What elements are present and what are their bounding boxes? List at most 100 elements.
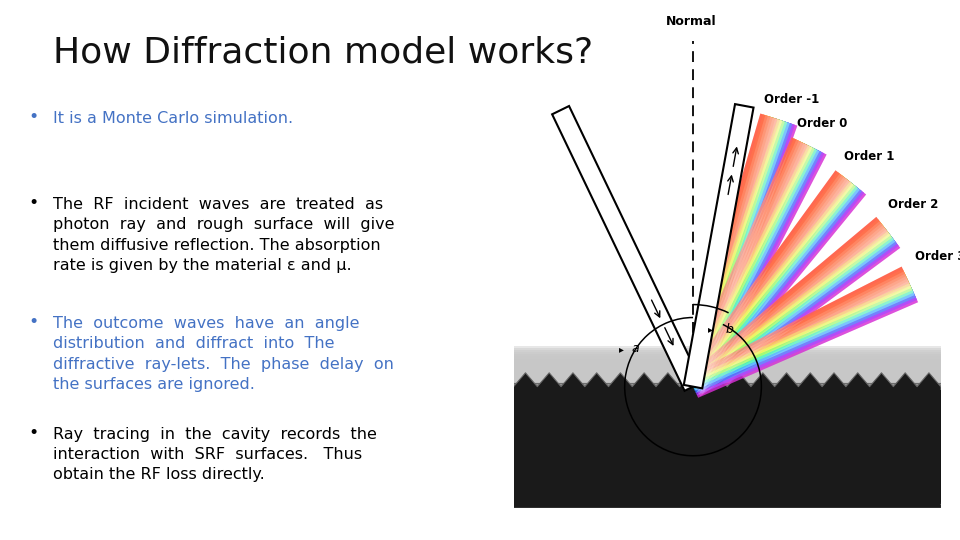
Polygon shape bbox=[699, 233, 900, 396]
Polygon shape bbox=[693, 227, 896, 390]
Polygon shape bbox=[694, 281, 916, 393]
Polygon shape bbox=[514, 462, 941, 503]
Polygon shape bbox=[514, 432, 941, 503]
Polygon shape bbox=[514, 420, 941, 502]
Polygon shape bbox=[514, 373, 941, 508]
Polygon shape bbox=[693, 227, 896, 390]
Polygon shape bbox=[514, 346, 941, 382]
Polygon shape bbox=[689, 141, 815, 386]
Polygon shape bbox=[699, 233, 900, 396]
Polygon shape bbox=[702, 120, 798, 390]
Polygon shape bbox=[514, 435, 941, 503]
Polygon shape bbox=[691, 142, 817, 387]
Polygon shape bbox=[684, 114, 780, 384]
Polygon shape bbox=[687, 219, 889, 382]
Polygon shape bbox=[514, 354, 941, 383]
Polygon shape bbox=[694, 118, 790, 388]
Polygon shape bbox=[684, 114, 780, 384]
Polygon shape bbox=[693, 279, 915, 390]
Polygon shape bbox=[682, 113, 778, 384]
Polygon shape bbox=[514, 504, 941, 508]
Polygon shape bbox=[514, 474, 941, 504]
Polygon shape bbox=[696, 284, 917, 395]
Polygon shape bbox=[689, 175, 856, 386]
Polygon shape bbox=[514, 498, 941, 504]
Polygon shape bbox=[692, 225, 894, 388]
Polygon shape bbox=[697, 232, 899, 394]
Polygon shape bbox=[700, 183, 866, 394]
Polygon shape bbox=[691, 117, 787, 387]
Polygon shape bbox=[514, 456, 941, 503]
Polygon shape bbox=[514, 489, 941, 504]
Polygon shape bbox=[701, 146, 827, 392]
Polygon shape bbox=[514, 468, 941, 504]
Polygon shape bbox=[694, 143, 820, 389]
Polygon shape bbox=[686, 140, 812, 385]
Polygon shape bbox=[514, 402, 941, 502]
Polygon shape bbox=[694, 118, 790, 388]
Polygon shape bbox=[514, 352, 941, 383]
Text: Order -1: Order -1 bbox=[764, 93, 819, 106]
Polygon shape bbox=[514, 405, 941, 502]
Polygon shape bbox=[688, 267, 909, 379]
Polygon shape bbox=[694, 178, 860, 389]
Polygon shape bbox=[699, 145, 825, 391]
Text: •: • bbox=[29, 313, 39, 331]
Polygon shape bbox=[699, 145, 825, 391]
Polygon shape bbox=[692, 276, 914, 388]
Polygon shape bbox=[683, 137, 807, 383]
Polygon shape bbox=[685, 217, 887, 380]
Polygon shape bbox=[514, 380, 941, 384]
Polygon shape bbox=[696, 180, 862, 391]
Polygon shape bbox=[697, 286, 918, 398]
Polygon shape bbox=[514, 459, 941, 503]
Polygon shape bbox=[689, 116, 785, 386]
Polygon shape bbox=[514, 414, 941, 502]
Polygon shape bbox=[687, 219, 889, 382]
Polygon shape bbox=[684, 170, 850, 381]
Polygon shape bbox=[689, 116, 785, 386]
Polygon shape bbox=[691, 274, 913, 386]
Polygon shape bbox=[514, 350, 941, 383]
Polygon shape bbox=[694, 178, 860, 389]
Polygon shape bbox=[688, 221, 891, 384]
Text: ▸: ▸ bbox=[619, 343, 624, 354]
Polygon shape bbox=[514, 374, 941, 384]
Polygon shape bbox=[684, 104, 754, 388]
Polygon shape bbox=[514, 438, 941, 503]
Polygon shape bbox=[684, 170, 850, 381]
Polygon shape bbox=[514, 348, 941, 382]
Polygon shape bbox=[514, 361, 941, 383]
Polygon shape bbox=[514, 376, 941, 384]
Polygon shape bbox=[514, 399, 941, 502]
Polygon shape bbox=[687, 173, 853, 384]
Polygon shape bbox=[514, 365, 941, 383]
Polygon shape bbox=[514, 483, 941, 504]
Polygon shape bbox=[514, 426, 941, 503]
Polygon shape bbox=[694, 143, 820, 389]
Polygon shape bbox=[700, 183, 866, 394]
Polygon shape bbox=[514, 382, 941, 384]
Polygon shape bbox=[514, 441, 941, 503]
Polygon shape bbox=[514, 359, 941, 383]
Polygon shape bbox=[694, 281, 916, 393]
Polygon shape bbox=[691, 142, 817, 387]
Polygon shape bbox=[514, 372, 941, 384]
Text: •: • bbox=[29, 194, 39, 212]
Polygon shape bbox=[692, 225, 894, 388]
Polygon shape bbox=[685, 172, 852, 383]
Polygon shape bbox=[690, 223, 892, 386]
Text: a: a bbox=[631, 342, 638, 355]
Polygon shape bbox=[696, 144, 822, 390]
Polygon shape bbox=[514, 487, 941, 504]
Polygon shape bbox=[689, 175, 856, 386]
Polygon shape bbox=[692, 276, 914, 388]
Polygon shape bbox=[685, 217, 887, 380]
Text: Order 2: Order 2 bbox=[888, 198, 938, 211]
Polygon shape bbox=[514, 378, 941, 384]
Polygon shape bbox=[514, 396, 941, 502]
Polygon shape bbox=[695, 230, 897, 392]
Polygon shape bbox=[696, 284, 917, 395]
Text: It is a Monte Carlo simulation.: It is a Monte Carlo simulation. bbox=[53, 111, 293, 126]
Text: Order 1: Order 1 bbox=[844, 150, 894, 164]
